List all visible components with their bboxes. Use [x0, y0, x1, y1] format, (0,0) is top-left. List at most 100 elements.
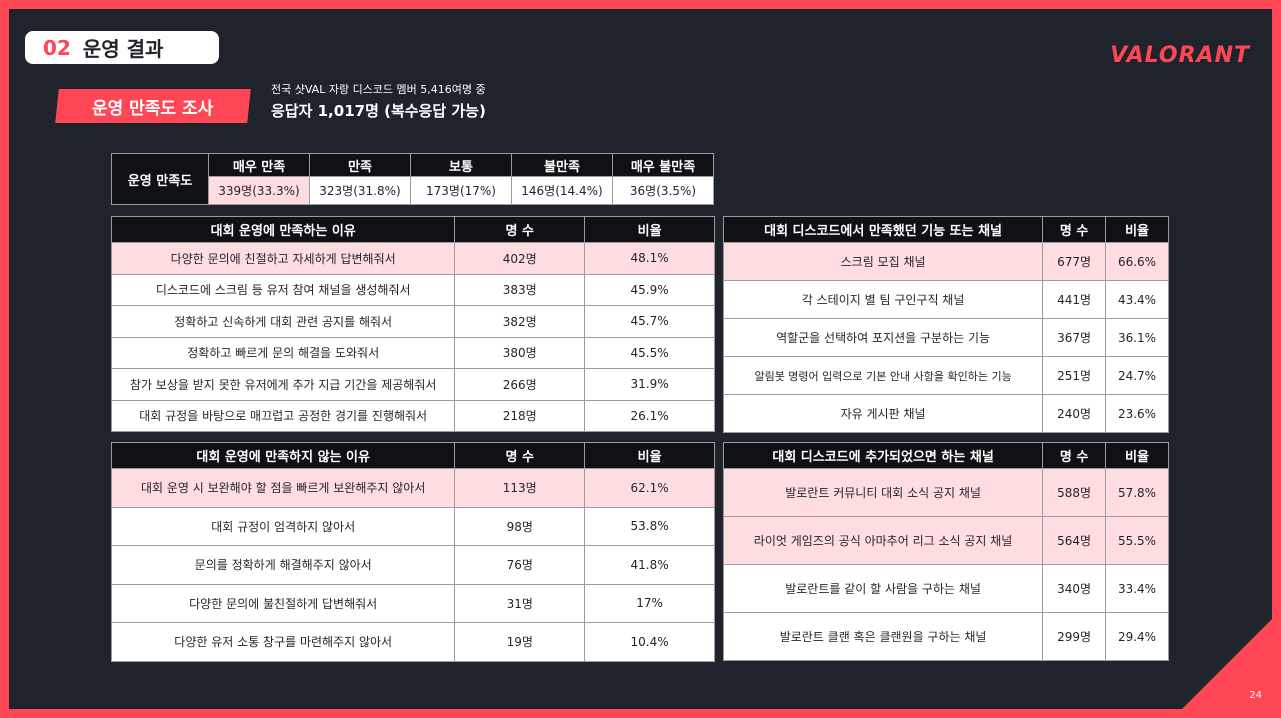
- table-cell: 자유 게시판 채널: [722, 394, 1044, 433]
- table-cell: 45.9%: [584, 273, 715, 306]
- table-cell: 53.8%: [584, 506, 715, 546]
- table-cell: 10.4%: [584, 622, 715, 662]
- table-row: 알림봇 명령어 입력으로 기본 안내 사항을 확인하는 기능 251명 24.7…: [722, 356, 1169, 395]
- table-header: 비율: [584, 442, 715, 469]
- table-header: 대회 운영에 만족하는 이유: [110, 216, 456, 243]
- table-cell: 스크림 모집 채널: [722, 242, 1044, 281]
- table-cell: 정확하고 빠르게 문의 해결을 도와줘서: [110, 336, 456, 369]
- satisfaction-value: 339명(33.3%): [208, 176, 310, 205]
- table-cell: 역할군을 선택하여 포지션을 구분하는 기능: [722, 318, 1044, 357]
- table-cell: 98명: [454, 506, 586, 546]
- satisfied-reasons-table: 대회 운영에 만족하는 이유 명 수 비율 다양한 문의에 친절하고 자세하게 …: [110, 216, 715, 432]
- table-row: 역할군을 선택하여 포지션을 구분하는 기능 367명 36.1%: [722, 318, 1169, 357]
- section-number: 02: [43, 35, 71, 60]
- table-cell: 문의를 정확하게 해결해주지 않아서: [110, 545, 456, 585]
- table-header: 비율: [584, 216, 715, 243]
- table-row: 발로란트 클랜 혹은 클랜원을 구하는 채널 299명 29.4%: [722, 612, 1169, 661]
- table-cell: 24.7%: [1105, 356, 1169, 395]
- satisfaction-col: 매우 불만족: [612, 153, 714, 177]
- page-number: 24: [1249, 690, 1262, 701]
- satisfaction-value: 36명(3.5%): [612, 176, 714, 205]
- table-cell: 240명: [1042, 394, 1107, 433]
- table-cell: 48.1%: [584, 242, 715, 275]
- valorant-logo: VALORANT: [1110, 43, 1250, 68]
- table-header: 대회 디스코드에 추가되었으면 하는 채널: [722, 442, 1044, 469]
- table-header: 대회 운영에 만족하지 않는 이유: [110, 442, 456, 469]
- table-row: 각 스테이지 별 팀 구인구직 채널 441명 43.4%: [722, 280, 1169, 319]
- satisfaction-col: 보통: [410, 153, 512, 177]
- table-cell: 발로란트 클랜 혹은 클랜원을 구하는 채널: [722, 612, 1044, 661]
- slide-frame: 02 운영 결과 VALORANT 운영 만족도 조사 전국 샷VAL 자랑 디…: [9, 9, 1272, 709]
- table-cell: 564명: [1042, 516, 1107, 565]
- table-cell: 76명: [454, 545, 586, 585]
- table-row: 대회 운영 시 보완해야 할 점을 빠르게 보완해주지 않아서 113명 62.…: [110, 468, 715, 508]
- table-row: 정확하고 빠르게 문의 해결을 도와줘서 380명 45.5%: [110, 336, 715, 369]
- table-cell: 382명: [454, 305, 586, 338]
- table-row: 발로란트 커뮤니티 대회 소식 공지 채널 588명 57.8%: [722, 468, 1169, 517]
- table-cell: 대회 규정을 바탕으로 매끄럽고 공정한 경기를 진행해줘서: [110, 399, 456, 432]
- table-cell: 402명: [454, 242, 586, 275]
- table-cell: 다양한 문의에 불친절하게 답변해줘서: [110, 583, 456, 623]
- table-cell: 299명: [1042, 612, 1107, 661]
- table-cell: 31명: [454, 583, 586, 623]
- table-cell: 29.4%: [1105, 612, 1169, 661]
- survey-desc-line2: 응답자 1,017명 (복수응답 가능): [271, 102, 486, 120]
- table-cell: 19명: [454, 622, 586, 662]
- table-row: 다양한 문의에 불친절하게 답변해줘서 31명 17%: [110, 583, 715, 623]
- table-cell: 383명: [454, 273, 586, 306]
- table-row: 라이엇 게임즈의 공식 아마추어 리그 소식 공지 채널 564명 55.5%: [722, 516, 1169, 565]
- table-header: 명 수: [1042, 442, 1107, 469]
- table-row: 다양한 유저 소통 창구를 마련해주지 않아서 19명 10.4%: [110, 622, 715, 662]
- table-cell: 33.4%: [1105, 564, 1169, 613]
- table-cell: 발로란트 커뮤니티 대회 소식 공지 채널: [722, 468, 1044, 517]
- table-row: 스크림 모집 채널 677명 66.6%: [722, 242, 1169, 281]
- table-cell: 266명: [454, 368, 586, 401]
- table-cell: 36.1%: [1105, 318, 1169, 357]
- table-cell: 라이엇 게임즈의 공식 아마추어 리그 소식 공지 채널: [722, 516, 1044, 565]
- table-cell: 251명: [1042, 356, 1107, 395]
- satisfaction-value: 323명(31.8%): [309, 176, 411, 205]
- table-cell: 다양한 문의에 친절하고 자세하게 답변해줘서: [110, 242, 456, 275]
- table-row: 발로란트를 같이 할 사람을 구하는 채널 340명 33.4%: [722, 564, 1169, 613]
- table-row: 자유 게시판 채널 240명 23.6%: [722, 394, 1169, 433]
- table-header: 명 수: [1042, 216, 1107, 243]
- satisfaction-value: 146명(14.4%): [511, 176, 613, 205]
- table-cell: 각 스테이지 별 팀 구인구직 채널: [722, 280, 1044, 319]
- table-row: 다양한 문의에 친절하고 자세하게 답변해줘서 402명 48.1%: [110, 242, 715, 275]
- table-row: 문의를 정확하게 해결해주지 않아서 76명 41.8%: [110, 545, 715, 585]
- table-cell: 66.6%: [1105, 242, 1169, 281]
- table-cell: 340명: [1042, 564, 1107, 613]
- table-cell: 441명: [1042, 280, 1107, 319]
- corner-accent: [1182, 619, 1272, 709]
- table-header: 비율: [1105, 216, 1169, 243]
- table-cell: 다양한 유저 소통 창구를 마련해주지 않아서: [110, 622, 456, 662]
- table-cell: 677명: [1042, 242, 1107, 281]
- table-cell: 380명: [454, 336, 586, 369]
- satisfaction-row-header: 운영 만족도: [111, 153, 209, 205]
- table-cell: 대회 운영 시 보완해야 할 점을 빠르게 보완해주지 않아서: [110, 468, 456, 508]
- table-cell: 113명: [454, 468, 586, 508]
- section-title: 02 운영 결과: [25, 31, 219, 64]
- table-row: 참가 보상을 받지 못한 유저에게 추가 지급 기간을 제공해줘서 266명 3…: [110, 368, 715, 401]
- table-cell: 디스코드에 스크림 등 유저 참여 채널을 생성해줘서: [110, 273, 456, 306]
- satisfaction-table: 운영 만족도 매우 만족 만족 보통 불만족 매우 불만족 339명(33.3%…: [111, 153, 714, 205]
- section-title-text: 운영 결과: [82, 37, 164, 61]
- table-cell: 41.8%: [584, 545, 715, 585]
- table-header: 대회 디스코드에서 만족했던 기능 또는 채널: [722, 216, 1044, 243]
- table-cell: 26.1%: [584, 399, 715, 432]
- table-cell: 23.6%: [1105, 394, 1169, 433]
- wanted-channels-table: 대회 디스코드에 추가되었으면 하는 채널 명 수 비율 발로란트 커뮤니티 대…: [722, 442, 1169, 661]
- table-cell: 588명: [1042, 468, 1107, 517]
- discord-features-table: 대회 디스코드에서 만족했던 기능 또는 채널 명 수 비율 스크림 모집 채널…: [722, 216, 1169, 433]
- table-header: 비율: [1105, 442, 1169, 469]
- table-cell: 정확하고 신속하게 대회 관련 공지를 해줘서: [110, 305, 456, 338]
- satisfaction-col: 만족: [309, 153, 411, 177]
- table-cell: 알림봇 명령어 입력으로 기본 안내 사항을 확인하는 기능: [722, 356, 1044, 395]
- table-cell: 대회 규정이 엄격하지 않아서: [110, 506, 456, 546]
- satisfaction-value: 173명(17%): [410, 176, 512, 205]
- table-row: 디스코드에 스크림 등 유저 참여 채널을 생성해줘서 383명 45.9%: [110, 273, 715, 306]
- table-cell: 367명: [1042, 318, 1107, 357]
- table-cell: 45.7%: [584, 305, 715, 338]
- survey-desc-line1: 전국 샷VAL 자랑 디스코드 멤버 5,416여명 중: [271, 83, 486, 96]
- table-cell: 55.5%: [1105, 516, 1169, 565]
